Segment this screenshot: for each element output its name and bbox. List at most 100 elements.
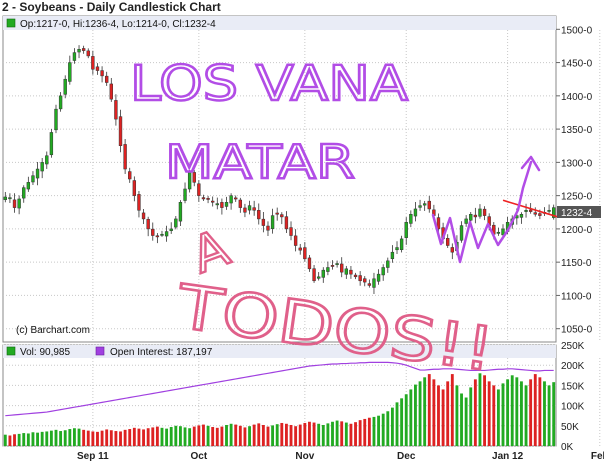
volume-bar	[552, 382, 556, 446]
volume-bar	[31, 432, 35, 446]
candle-down	[155, 235, 160, 238]
candle-up	[49, 132, 54, 156]
volume-bar	[178, 426, 182, 446]
volume-bar	[427, 374, 431, 446]
current-price-tag	[557, 206, 601, 218]
candle-up	[164, 231, 169, 237]
candle-down	[118, 116, 123, 146]
volume-bar	[414, 384, 417, 446]
candle-up	[552, 207, 556, 218]
volume-bar	[317, 423, 321, 446]
volume-bar	[109, 430, 113, 446]
candle-down	[238, 199, 243, 208]
volume-bar	[515, 377, 519, 446]
volume-tick-label: 150K	[561, 381, 585, 392]
volume-bar	[524, 385, 528, 446]
volume-bar	[363, 418, 367, 446]
volume-bar	[395, 402, 399, 446]
candle-down	[340, 263, 344, 273]
candle-up	[404, 221, 408, 238]
date-tick-label: Nov	[295, 451, 314, 462]
candle-up	[326, 267, 330, 272]
volume-tick-label: 0K	[561, 442, 574, 453]
volume-bar	[460, 393, 463, 446]
volume-bar	[40, 431, 44, 446]
candle-up	[399, 238, 404, 250]
candle-up	[58, 95, 63, 110]
open-interest-line	[5, 361, 554, 417]
volume-bar	[344, 422, 348, 446]
candle-up	[3, 196, 7, 200]
volume-bar	[261, 424, 265, 446]
volume-bar	[266, 426, 270, 446]
candle-down	[482, 208, 487, 216]
candle-up	[270, 215, 275, 229]
candle-down	[473, 214, 478, 218]
volume-bar	[243, 427, 247, 446]
price-tick-label: 1100-0	[561, 291, 592, 302]
candle-up	[54, 108, 58, 131]
candle-down	[192, 172, 196, 183]
candle-up	[68, 62, 72, 82]
date-tick-label: Feb	[591, 451, 604, 462]
volume-bar	[354, 422, 357, 446]
volume-bar	[151, 427, 155, 446]
candle-up	[395, 247, 399, 251]
volume-bar	[225, 424, 228, 446]
candle-up	[160, 233, 164, 236]
volume-bar	[100, 430, 104, 446]
volume-bar	[372, 416, 376, 446]
volume-bar	[174, 425, 178, 446]
volume-bar	[289, 424, 293, 446]
volume-bar	[36, 432, 39, 446]
volume-bars	[3, 373, 556, 446]
volume-bar	[543, 381, 546, 446]
volume-bar	[169, 427, 173, 446]
candles	[3, 45, 556, 294]
price-plot-frame	[2, 15, 557, 343]
volume-bar	[63, 430, 67, 446]
volume-bar	[146, 428, 150, 446]
price-axis: 1050-0 1100-0 1150-0 1200-0 1250-0 1300-0 1350…	[556, 25, 593, 336]
volume-bar	[418, 381, 422, 446]
volume-bar	[506, 379, 510, 446]
price-tick-label: 1450-0	[561, 59, 593, 70]
candle-down	[436, 217, 441, 230]
candle-down	[220, 202, 224, 208]
price-tick-label: 1350-0	[561, 125, 593, 136]
candle-up	[478, 208, 482, 217]
volume-bar	[257, 423, 261, 446]
price-tick-label: 1200-0	[561, 225, 593, 236]
candle-down	[12, 199, 17, 208]
volume-bar	[119, 431, 122, 446]
volume-bar	[155, 426, 159, 446]
volume-bar	[358, 420, 362, 446]
volume-bar	[77, 428, 81, 446]
annotation-matar: MATAR	[165, 135, 355, 189]
ohlc-swatch	[6, 18, 16, 28]
candle-down	[446, 238, 450, 246]
volume-bar	[547, 385, 551, 446]
volume-bar	[455, 385, 459, 446]
candle-down	[330, 265, 335, 267]
candle-up	[77, 49, 81, 53]
volume-bar	[202, 424, 205, 446]
volume-bar	[215, 427, 219, 446]
candle-down	[533, 212, 537, 215]
volume-bar	[409, 389, 413, 446]
volume-bar	[520, 381, 523, 446]
volume-bar	[45, 431, 49, 446]
candle-down	[132, 180, 137, 196]
volume-bar	[390, 407, 394, 446]
volume-bar	[437, 385, 440, 446]
candle-up	[229, 195, 233, 204]
volume-bar	[483, 375, 486, 446]
volume-bar	[280, 422, 284, 446]
candle-up	[169, 228, 173, 231]
candle-down	[538, 213, 542, 216]
candle-up	[496, 231, 501, 234]
candle-down	[307, 257, 312, 270]
volume-bar	[308, 421, 311, 446]
candle-up	[187, 172, 192, 190]
